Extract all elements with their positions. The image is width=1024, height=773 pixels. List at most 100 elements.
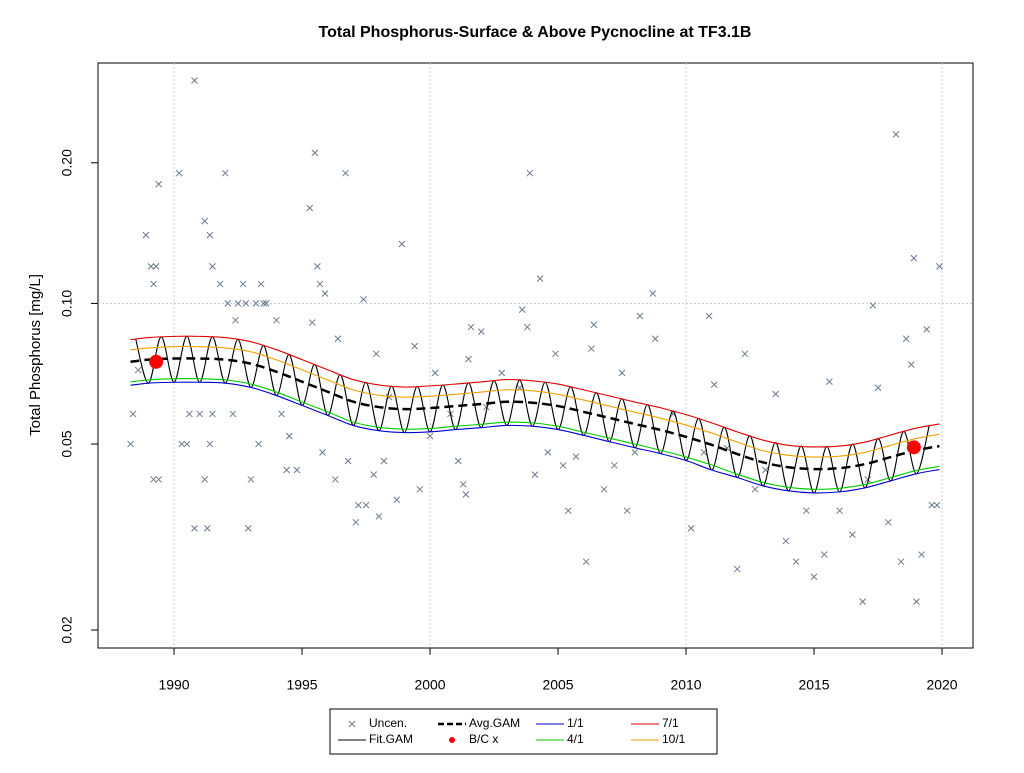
data-point (311, 149, 319, 157)
x-mark-stroke (826, 378, 833, 386)
x-mark-stroke (498, 369, 506, 377)
legend-label: 4/1 (567, 732, 584, 746)
data-point (224, 300, 232, 307)
data-point (582, 558, 590, 566)
data-point (498, 369, 506, 377)
data-point (836, 507, 843, 515)
x-mark-stroke (150, 476, 157, 483)
x-mark-stroke (393, 496, 401, 504)
x-mark-stroke (221, 169, 229, 177)
data-point (206, 440, 214, 448)
x-mark-stroke (342, 169, 349, 177)
data-point (518, 306, 526, 313)
x-mark-stroke (636, 312, 644, 320)
data-point (142, 231, 150, 239)
data-point (273, 316, 280, 324)
data-point (178, 440, 186, 448)
data-point (221, 169, 229, 177)
data-point (918, 551, 925, 558)
data-point (186, 410, 193, 418)
x-mark-stroke (224, 300, 232, 307)
data-point (285, 432, 293, 440)
legend-marker (348, 720, 356, 728)
x-mark-stroke (705, 312, 713, 320)
x-mark-stroke (134, 366, 142, 374)
x-mark-stroke (155, 476, 163, 483)
data-point (234, 300, 242, 307)
x-mark-stroke (232, 316, 239, 324)
data-point (733, 565, 741, 573)
data-point (523, 323, 531, 331)
data-point (242, 300, 250, 307)
data-point (155, 476, 163, 483)
x-mark-stroke (178, 440, 186, 448)
data-point (907, 361, 915, 368)
x-mark-stroke (559, 462, 567, 469)
data-point (826, 378, 833, 386)
data-point (705, 312, 713, 320)
data-point (354, 501, 362, 509)
data-point (380, 457, 388, 465)
x-mark-stroke (319, 448, 326, 456)
x-mark-stroke (260, 300, 267, 307)
x-tick-label: 2020 (926, 677, 957, 693)
x-mark-stroke (183, 440, 191, 448)
data-point (342, 169, 349, 177)
x-mark-stroke (283, 466, 291, 474)
data-point (283, 466, 291, 474)
data-point (306, 204, 314, 212)
legend-label: 10/1 (662, 732, 686, 746)
data-point (216, 280, 224, 288)
data-point (933, 501, 941, 509)
x-mark-stroke (360, 296, 367, 303)
data-point (191, 77, 198, 84)
x-mark-stroke (772, 390, 779, 398)
data-point (426, 432, 434, 440)
y-tick-label: 0.10 (59, 290, 75, 317)
x-mark-stroke (518, 306, 526, 313)
data-point (782, 537, 790, 545)
x-mark-stroke (344, 457, 352, 465)
data-point (316, 280, 324, 288)
x-mark-stroke (129, 410, 137, 418)
data-point (636, 312, 644, 320)
data-point (152, 263, 160, 270)
x-mark-stroke (127, 440, 134, 448)
x-mark-stroke (372, 350, 380, 358)
x-mark-stroke (285, 432, 293, 440)
data-point (360, 296, 367, 303)
x-mark-stroke (936, 263, 943, 270)
x-mark-stroke (810, 573, 818, 581)
data-point (257, 280, 265, 288)
x-mark-stroke (209, 263, 216, 270)
data-point (229, 410, 237, 418)
fit-line (130, 345, 940, 458)
data-point (375, 513, 383, 520)
x-mark-stroke (859, 598, 867, 605)
x-mark-stroke (907, 361, 915, 368)
x-mark-stroke (331, 476, 339, 483)
x-mark-stroke (477, 328, 485, 336)
x-mark-stroke (206, 440, 214, 448)
x-mark-stroke (316, 280, 324, 288)
x-mark-stroke (923, 325, 931, 333)
data-point (544, 448, 552, 456)
data-point (910, 254, 918, 262)
legend-label: B/C x (469, 732, 498, 746)
data-point (623, 507, 631, 515)
x-mark-stroke (191, 525, 198, 532)
data-point (864, 476, 872, 483)
data-point (477, 328, 485, 336)
x-tick-label: 2015 (798, 677, 829, 693)
data-point (431, 369, 439, 377)
x-tick-label: 2010 (670, 677, 701, 693)
x-tick-label: 2005 (542, 677, 573, 693)
x-mark-stroke (649, 290, 657, 297)
y-tick-label: 0.20 (59, 149, 75, 176)
data-point (127, 440, 134, 448)
x-mark-stroke (902, 335, 910, 343)
data-point (370, 471, 378, 479)
data-point (536, 275, 544, 282)
data-point (751, 485, 759, 493)
data-point (600, 485, 608, 493)
